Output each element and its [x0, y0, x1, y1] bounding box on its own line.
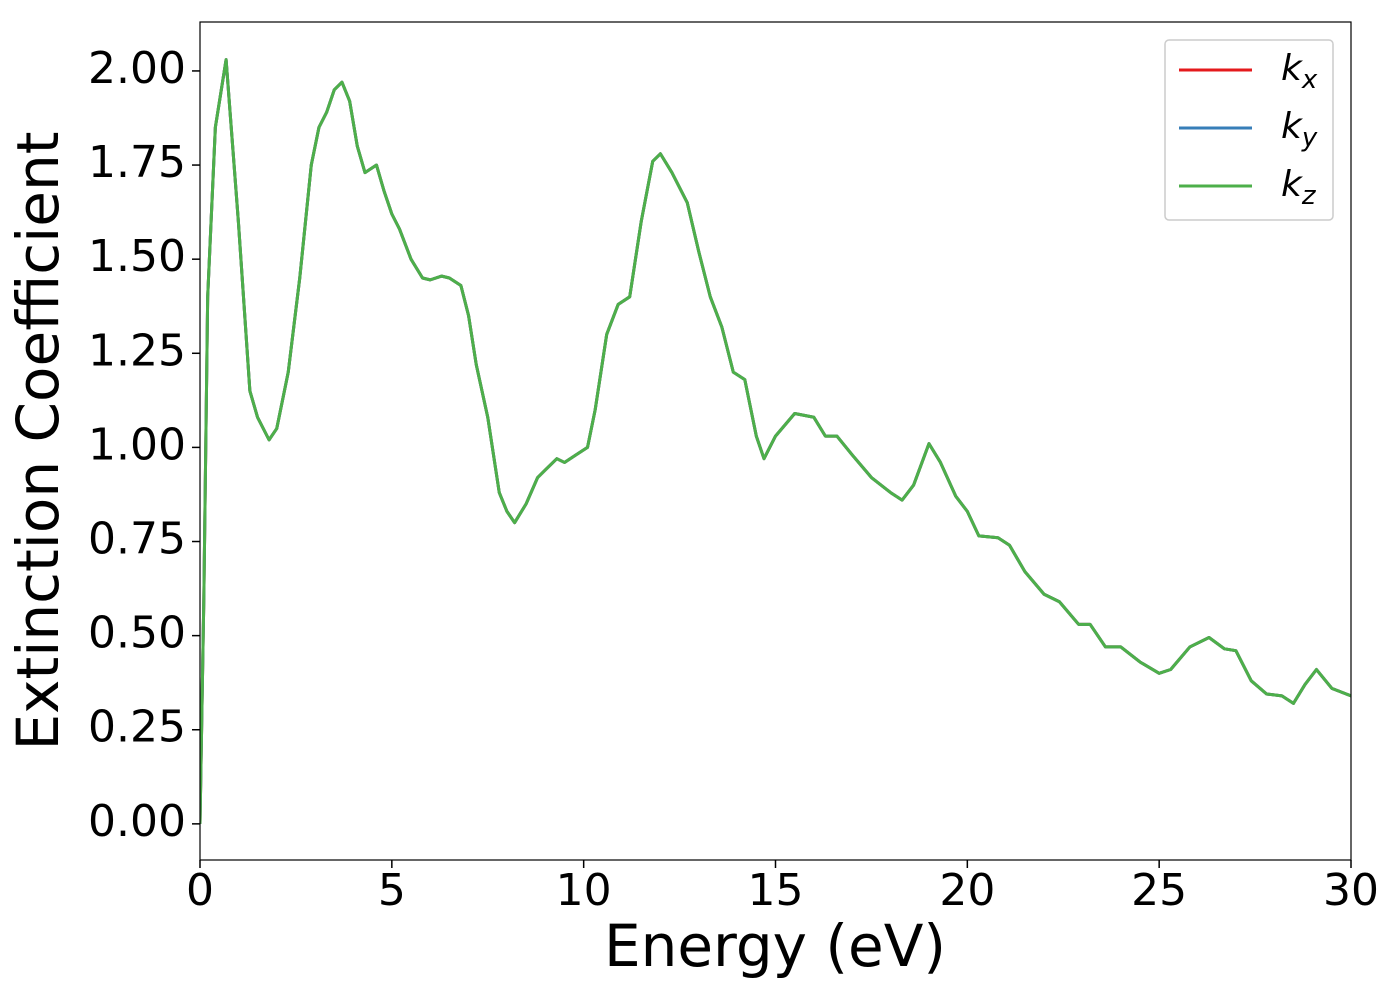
legend-box	[1164, 39, 1334, 221]
x-axis-label: Energy (eV)	[604, 912, 946, 980]
y-tick-label: 0.25	[88, 702, 186, 753]
legend-label: kx	[1281, 48, 1318, 95]
y-tick-label: 0.00	[88, 796, 186, 847]
series-line	[200, 58, 1351, 824]
x-tick-label: 20	[939, 865, 995, 916]
y-axis-label: Extinction Coefficient	[4, 132, 72, 751]
x-tick-label: 5	[378, 865, 406, 916]
x-tick-label: 30	[1323, 865, 1379, 916]
y-tick-label: 0.75	[88, 514, 186, 565]
x-tick-label: 10	[556, 865, 612, 916]
legend-label: ky	[1281, 106, 1318, 153]
x-tick-label: 25	[1131, 865, 1187, 916]
legend-label: kz	[1281, 164, 1317, 211]
y-tick-label: 1.00	[88, 419, 186, 470]
y-tick-label: 2.00	[88, 43, 186, 94]
x-tick-label: 0	[186, 865, 214, 916]
plot-frame	[199, 21, 1352, 861]
x-tick-label: 15	[748, 865, 804, 916]
y-tick-label: 1.50	[88, 231, 186, 282]
y-tick-label: 0.50	[88, 608, 186, 659]
y-tick-label: 1.25	[88, 325, 186, 376]
y-tick-label: 1.75	[88, 137, 186, 188]
